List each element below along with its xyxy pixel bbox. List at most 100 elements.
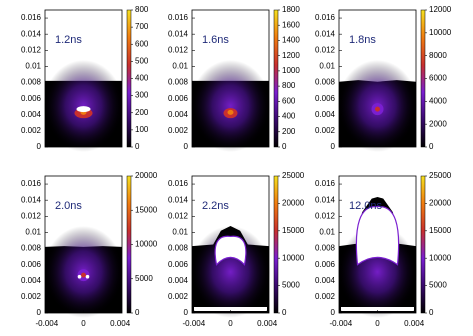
y-tick-label: 0 [37, 142, 42, 151]
y-tick-label: 0 [331, 142, 336, 151]
panel-label: 1.2ns [55, 34, 82, 46]
colorbar-tick-label: 1200 [282, 51, 300, 60]
void [341, 307, 414, 311]
x-tick-label: -0.004 [329, 319, 352, 328]
panel-label: 2.2ns [202, 200, 229, 212]
y-tick-label: 0.01 [25, 62, 41, 71]
y-tick-label: 0.016 [168, 179, 189, 188]
colorbar-tick-label: 12000 [429, 5, 452, 14]
colorbar-tick-label: 15000 [135, 205, 158, 214]
colorbar-tick-label: 500 [135, 56, 149, 65]
y-tick-label: 0.006 [315, 260, 336, 269]
y-tick-label: 0.002 [168, 126, 189, 135]
panel: 1.6ns 0 0.002 0.004 0.006 0.008 0.01 0.012 0.014… [168, 5, 300, 152]
colorbar-tick-label: 10000 [429, 28, 452, 37]
x-tick-label: 0 [81, 319, 86, 328]
plot-frame [44, 9, 123, 148]
y-tick-label: 0.014 [168, 29, 189, 38]
colorbar-tick-label: 1800 [282, 5, 300, 14]
x-tick-label: -0.004 [35, 319, 58, 328]
colorbar [126, 9, 132, 148]
panel-label: 1.6ns [202, 34, 229, 46]
y-tick-label: 0.006 [315, 94, 336, 103]
y-tick-label: 0.012 [21, 45, 42, 54]
y-tick-label: 0.012 [168, 45, 189, 54]
colorbar-tick-label: 2000 [429, 119, 447, 128]
colorbar-tick-label: 8000 [429, 51, 447, 60]
x-tick-label: 0.004 [110, 319, 131, 328]
y-tick-label: 0.002 [21, 126, 42, 135]
colorbar-tick-label: 400 [282, 112, 296, 121]
colorbar-tick-label: 0 [429, 308, 434, 317]
colorbar-tick-label: 5000 [282, 281, 300, 290]
colorbar-tick-label: 25000 [282, 171, 305, 180]
void [85, 274, 90, 279]
y-tick-label: 0.006 [168, 260, 189, 269]
colorbar-tick-label: 100 [135, 125, 149, 134]
colorbar-tick-label: 200 [135, 108, 149, 117]
colorbar [273, 9, 279, 148]
y-tick-label: 0.004 [315, 110, 336, 119]
x-tick-label: 0.004 [257, 319, 278, 328]
y-tick-label: 0.008 [21, 78, 42, 87]
y-tick-label: 0.008 [21, 244, 42, 253]
panel: 1.2ns 0 0.002 0.004 0.006 0.008 0.01 0.012 0.014… [21, 5, 149, 152]
y-tick-label: 0.008 [315, 78, 336, 87]
y-tick-label: 0.01 [319, 228, 335, 237]
hot-spot [375, 106, 380, 112]
void [355, 206, 400, 266]
y-tick-label: 0.008 [168, 78, 189, 87]
colorbar [420, 9, 426, 148]
y-tick-label: 0.014 [168, 195, 189, 204]
x-tick-label: 0.004 [404, 319, 425, 328]
y-tick-label: 0.016 [315, 179, 336, 188]
panel: 2.2ns 0 0.002 0.004 0.006 0.008 0.01 0.012 0.014… [168, 171, 305, 328]
y-tick-label: 0.002 [315, 126, 336, 135]
y-tick-label: 0.008 [315, 244, 336, 253]
y-tick-label: 0.012 [315, 45, 336, 54]
void [214, 235, 247, 266]
colorbar-tick-label: 10000 [429, 253, 452, 262]
hot-spot [81, 272, 86, 278]
y-tick-label: 0.01 [319, 62, 335, 71]
colorbar-tick-label: 1000 [282, 66, 300, 75]
panel-label: 1.8ns [349, 34, 376, 46]
y-tick-label: 0.004 [168, 276, 189, 285]
y-tick-label: 0.012 [315, 211, 336, 220]
y-tick-label: 0.004 [21, 110, 42, 119]
colorbar-tick-label: 5000 [429, 281, 447, 290]
colorbar-tick-label: 0 [282, 142, 287, 151]
colorbar [126, 175, 132, 314]
colorbar-tick-label: 400 [135, 74, 149, 83]
colorbar-tick-label: 0 [135, 142, 140, 151]
colorbar-tick-label: 4000 [429, 96, 447, 105]
colorbar-tick-label: 300 [135, 91, 149, 100]
y-tick-label: 0.01 [172, 62, 188, 71]
colorbar-tick-label: 15000 [429, 226, 452, 235]
y-tick-label: 0.002 [168, 292, 189, 301]
y-tick-label: 0.004 [168, 110, 189, 119]
hot-spot [227, 109, 234, 115]
y-tick-label: 0.012 [168, 211, 189, 220]
y-tick-label: 0.014 [21, 29, 42, 38]
y-tick-label: 0.004 [315, 276, 336, 285]
colorbar-tick-label: 0 [135, 308, 140, 317]
y-tick-label: 0.016 [21, 13, 42, 22]
colorbar-tick-label: 10000 [282, 253, 305, 262]
field-glow [190, 225, 271, 318]
y-tick-label: 0.014 [21, 195, 42, 204]
y-tick-label: 0.012 [21, 211, 42, 220]
colorbar-tick-label: 20000 [135, 171, 158, 180]
y-tick-label: 0.014 [315, 29, 336, 38]
y-tick-label: 0.008 [168, 244, 189, 253]
colorbar-tick-label: 800 [135, 5, 149, 14]
colorbar-tick-label: 200 [282, 127, 296, 136]
colorbar-tick-label: 700 [135, 22, 149, 31]
void [194, 307, 267, 311]
colorbar-tick-label: 5000 [135, 274, 153, 283]
colorbar-tick-label: 20000 [429, 199, 452, 208]
y-tick-label: 0.01 [25, 228, 41, 237]
colorbar-tick-label: 1600 [282, 20, 300, 29]
colorbar-tick-label: 20000 [282, 199, 305, 208]
